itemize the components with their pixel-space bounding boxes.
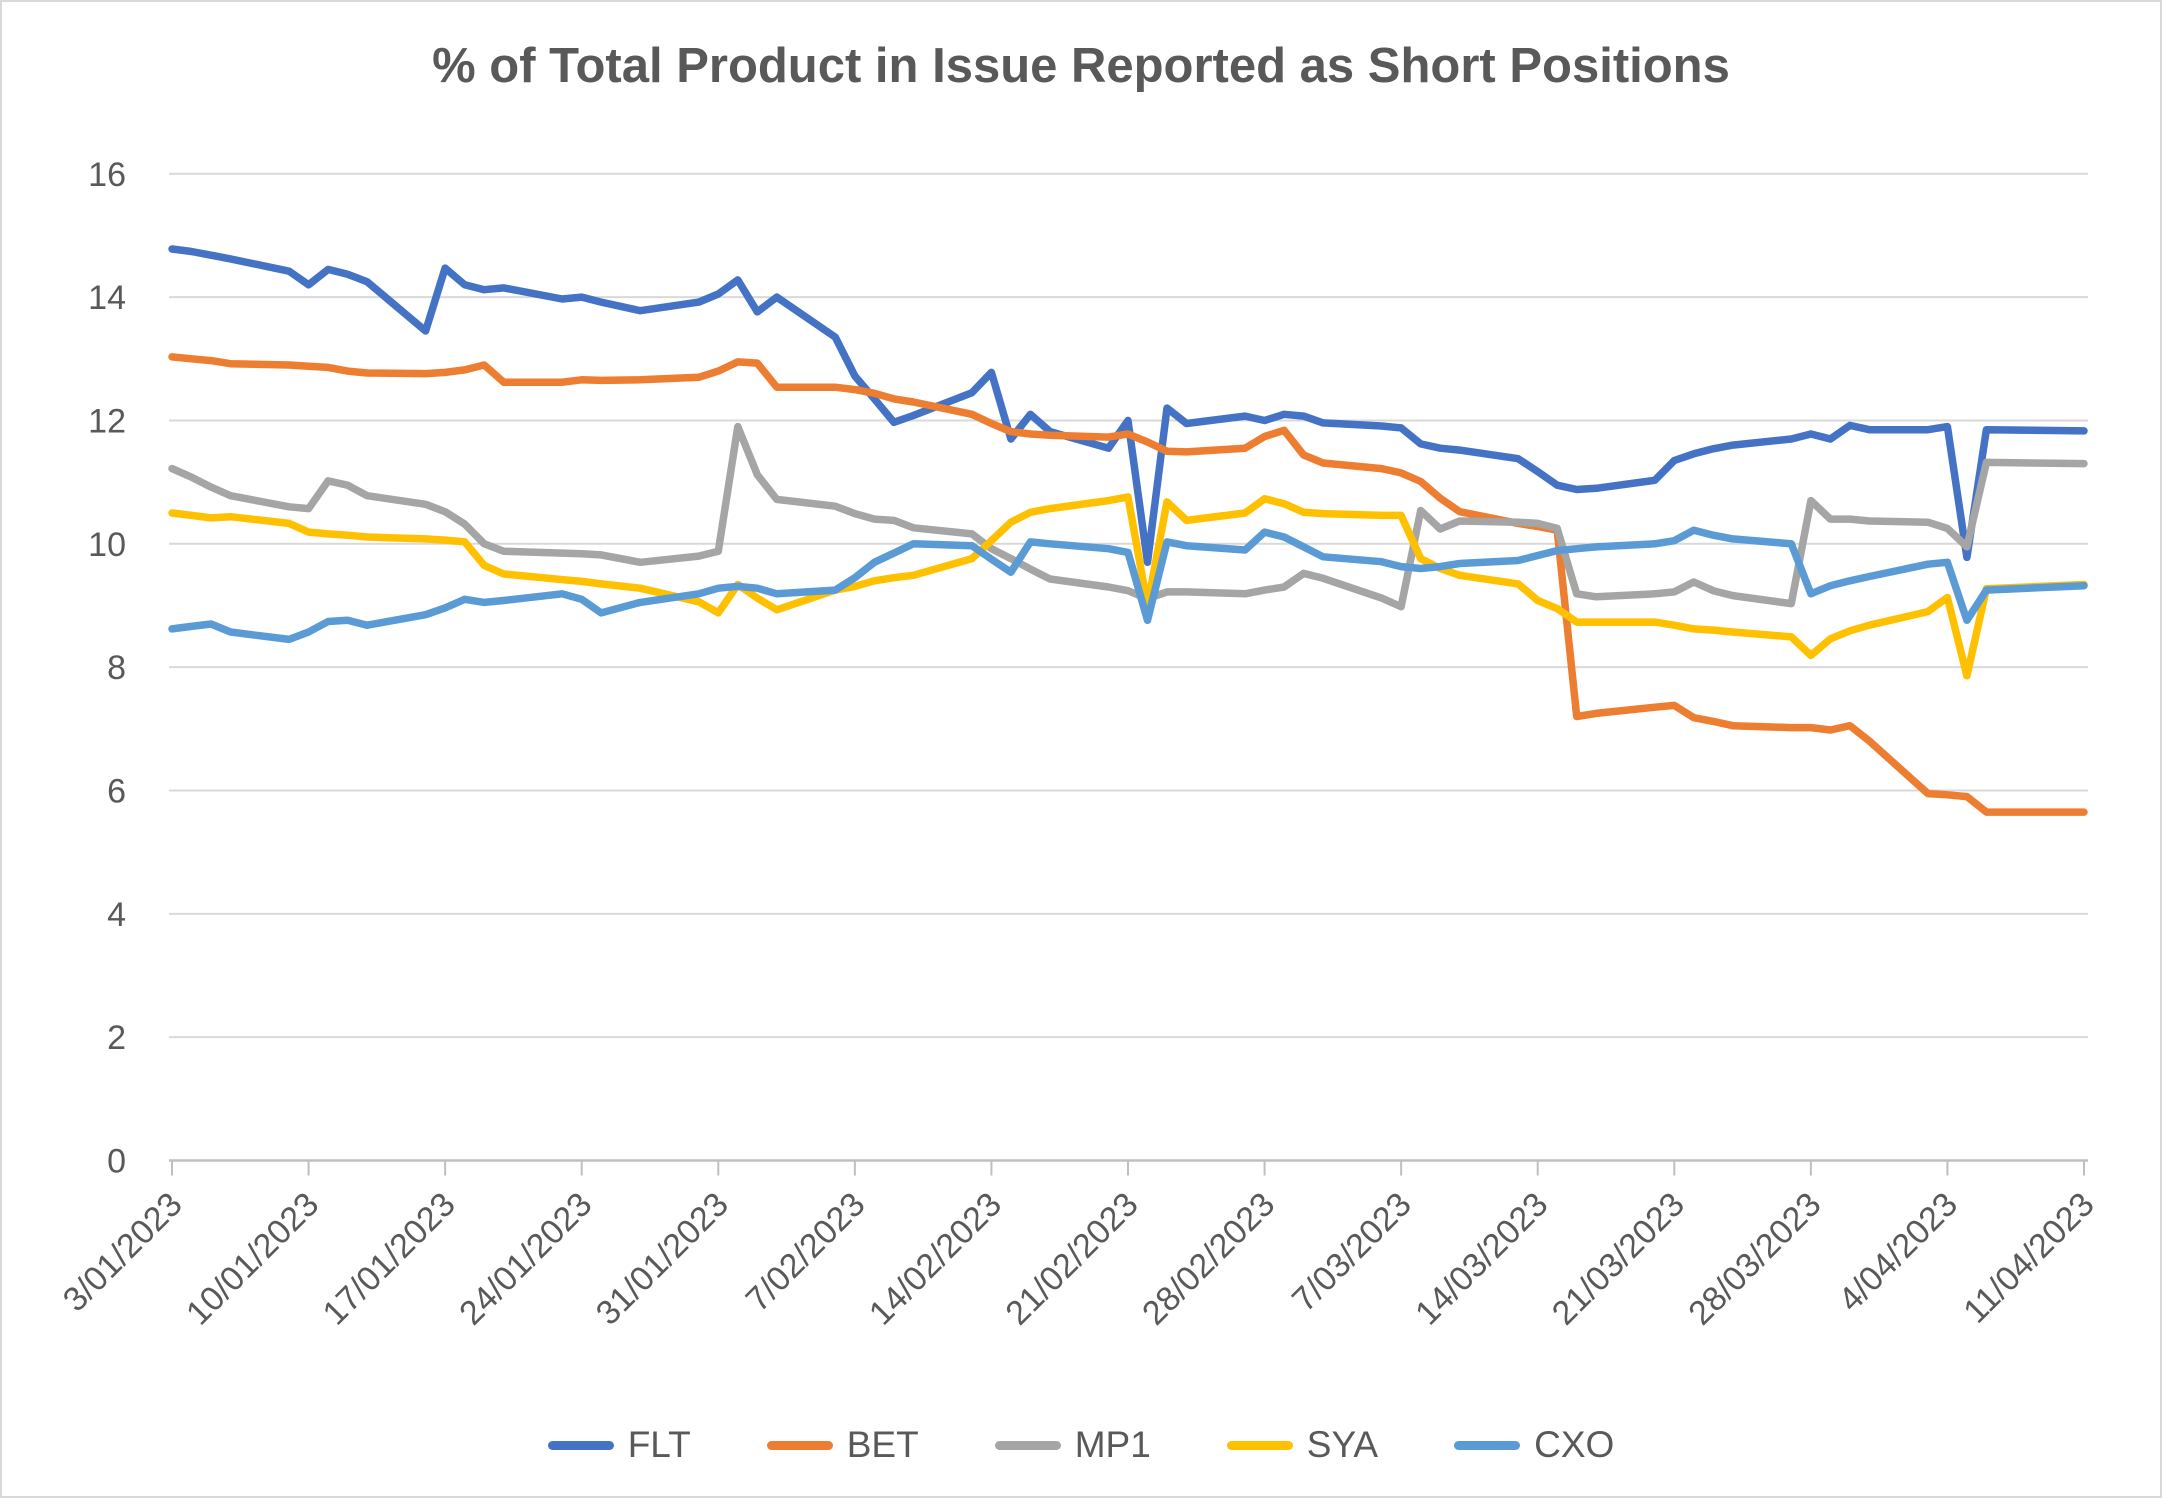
y-axis-label: 4 (107, 896, 126, 934)
x-axis-label: 28/03/2023 (1681, 1185, 1828, 1332)
y-axis-label: 16 (88, 156, 126, 194)
x-axis-label: 24/01/2023 (452, 1185, 599, 1332)
y-axis-label: 14 (88, 279, 126, 317)
legend-swatch-FLT (547, 1440, 614, 1450)
legend-item-BET: BET (766, 1424, 919, 1466)
legend-label: FLT (627, 1424, 691, 1465)
legend-label: BET (846, 1424, 919, 1465)
y-axis-label: 6 (107, 772, 126, 810)
chart-title: % of Total Product in Issue Reported as … (432, 39, 1730, 93)
legend-item-MP1: MP1 (994, 1424, 1151, 1466)
legend-swatch-SYA (1226, 1440, 1293, 1450)
y-axis-label: 10 (88, 526, 126, 564)
x-axis-label: 17/01/2023 (316, 1185, 463, 1332)
legend-swatch-MP1 (994, 1440, 1061, 1450)
legend-label: SYA (1306, 1424, 1379, 1465)
y-axis-label: 8 (107, 649, 126, 687)
legend-item-SYA: SYA (1226, 1424, 1379, 1466)
legend: FLT BET MP1 SYA CXO (2, 1424, 2160, 1466)
series-line-SYA (168, 493, 2088, 680)
x-axis-label: 31/01/2023 (589, 1185, 736, 1332)
y-axis-label: 0 (107, 1143, 126, 1181)
series-line-MP1 (168, 422, 2088, 611)
x-axis-label: 7/02/2023 (739, 1185, 873, 1319)
x-axis-label: 10/01/2023 (179, 1185, 326, 1332)
x-axis-label: 14/02/2023 (862, 1185, 1009, 1332)
y-axis-label: 2 (107, 1019, 126, 1057)
legend-swatch-CXO (1454, 1440, 1521, 1450)
x-axis-label: 21/02/2023 (998, 1185, 1145, 1332)
x-axis-label: 4/04/2023 (1831, 1185, 1965, 1319)
series-line-BET (168, 353, 2088, 816)
x-axis-label: 3/01/2023 (56, 1185, 190, 1319)
legend-label: CXO (1534, 1424, 1615, 1465)
y-axis-label: 12 (88, 402, 126, 440)
legend-item-CXO: CXO (1454, 1424, 1614, 1466)
x-axis-label: 14/03/2023 (1408, 1185, 1555, 1332)
legend-label: MP1 (1074, 1424, 1151, 1465)
legend-swatch-BET (766, 1440, 833, 1450)
x-axis-label: 21/03/2023 (1545, 1185, 1692, 1332)
legend-item-FLT: FLT (547, 1424, 691, 1466)
x-axis-label: 7/03/2023 (1285, 1185, 1419, 1319)
series-line-CXO (168, 526, 2088, 644)
x-axis-label: 11/04/2023 (1956, 1185, 2101, 1330)
x-axis-label: 28/02/2023 (1135, 1185, 1282, 1332)
